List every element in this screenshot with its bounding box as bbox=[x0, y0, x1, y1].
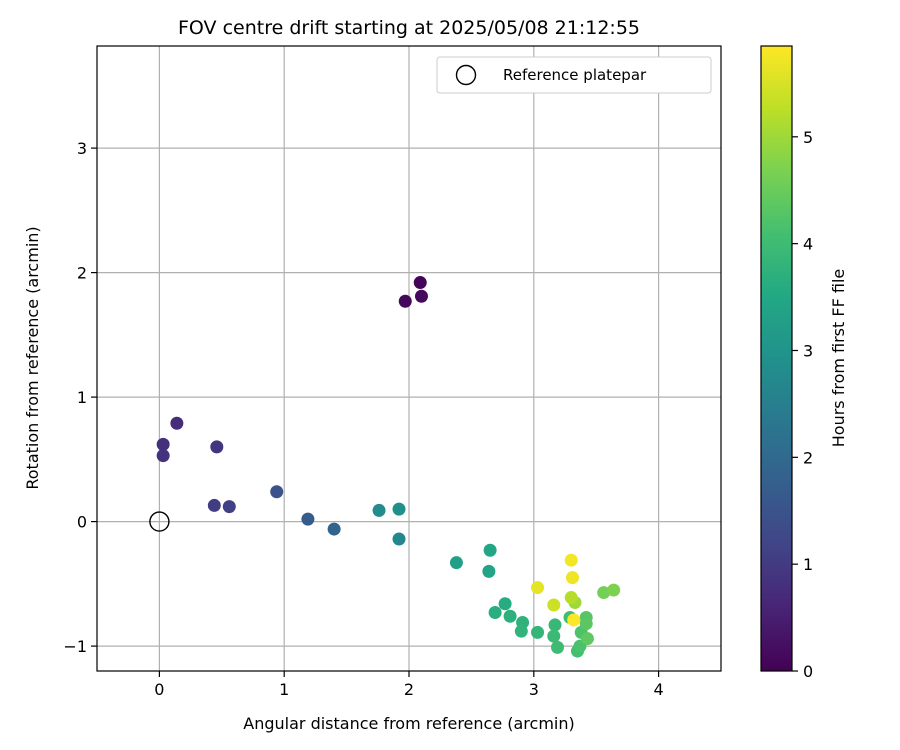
x-axis-ticks: 0 1 2 3 4 bbox=[154, 671, 664, 699]
data-point bbox=[222, 500, 236, 514]
data-point bbox=[597, 586, 611, 600]
colorbar-ticks: 0 1 2 3 4 5 bbox=[792, 128, 813, 681]
data-point bbox=[301, 512, 315, 526]
data-point bbox=[449, 556, 463, 570]
y-axis-label: Rotation from reference (arcmin) bbox=[23, 226, 42, 489]
data-point bbox=[413, 276, 427, 290]
legend-open-circle-icon bbox=[455, 64, 477, 86]
colorbar-tick-label: 0 bbox=[803, 662, 813, 681]
colorbar-tick-label: 2 bbox=[803, 448, 813, 467]
data-point bbox=[548, 618, 562, 632]
data-point bbox=[567, 613, 581, 627]
data-point bbox=[580, 632, 594, 646]
grid-lines bbox=[97, 46, 721, 671]
data-point bbox=[488, 605, 502, 619]
y-tick-label: −1 bbox=[63, 637, 87, 656]
colorbar-tick-label: 4 bbox=[803, 235, 813, 254]
y-tick-label: 1 bbox=[77, 388, 87, 407]
data-point bbox=[170, 416, 184, 430]
colorbar: 0 1 2 3 4 5 Hours from first FF file bbox=[760, 45, 848, 681]
x-tick-label: 4 bbox=[654, 680, 664, 699]
x-tick-label: 0 bbox=[154, 680, 164, 699]
data-point bbox=[607, 583, 621, 597]
y-tick-label: 3 bbox=[77, 139, 87, 158]
data-point bbox=[156, 449, 170, 463]
y-axis-ticks: −1 0 1 2 3 bbox=[63, 139, 97, 656]
data-point bbox=[498, 597, 512, 611]
legend-box bbox=[436, 56, 712, 94]
y-tick-label: 0 bbox=[77, 513, 87, 532]
colorbar-tick-label: 5 bbox=[803, 128, 813, 147]
data-point bbox=[482, 564, 496, 578]
data-point bbox=[483, 543, 497, 557]
data-point bbox=[270, 485, 284, 499]
data-point bbox=[210, 440, 224, 454]
data-point bbox=[372, 503, 386, 517]
reference-platepar-point bbox=[149, 511, 170, 532]
data-point bbox=[531, 581, 545, 595]
y-tick-label: 2 bbox=[77, 264, 87, 283]
x-tick-label: 2 bbox=[404, 680, 414, 699]
colorbar-gradient bbox=[760, 45, 793, 672]
data-point bbox=[547, 598, 561, 612]
data-point bbox=[551, 640, 565, 654]
data-point bbox=[531, 625, 545, 639]
data-point bbox=[327, 522, 341, 536]
data-point bbox=[514, 624, 528, 638]
x-tick-label: 1 bbox=[279, 680, 289, 699]
data-point bbox=[414, 289, 428, 303]
legend: Reference platepar bbox=[436, 56, 712, 94]
data-point bbox=[392, 532, 406, 546]
data-point bbox=[503, 609, 517, 623]
colorbar-tick-label: 3 bbox=[803, 341, 813, 360]
colorbar-tick-label: 1 bbox=[803, 555, 813, 574]
legend-label: Reference platepar bbox=[503, 66, 647, 84]
data-point bbox=[392, 502, 406, 516]
data-point bbox=[398, 294, 412, 308]
data-point bbox=[207, 498, 221, 512]
data-point bbox=[564, 553, 578, 567]
data-points bbox=[156, 276, 621, 658]
reference-marker bbox=[149, 511, 170, 532]
colorbar-label: Hours from first FF file bbox=[829, 269, 848, 448]
data-point bbox=[565, 571, 579, 585]
data-point bbox=[564, 591, 578, 605]
chart-title: FOV centre drift starting at 2025/05/08 … bbox=[178, 17, 640, 39]
data-point bbox=[156, 437, 170, 451]
data-point bbox=[547, 629, 561, 643]
data-point bbox=[579, 617, 593, 631]
x-tick-label: 3 bbox=[529, 680, 539, 699]
x-axis-label: Angular distance from reference (arcmin) bbox=[243, 714, 574, 733]
